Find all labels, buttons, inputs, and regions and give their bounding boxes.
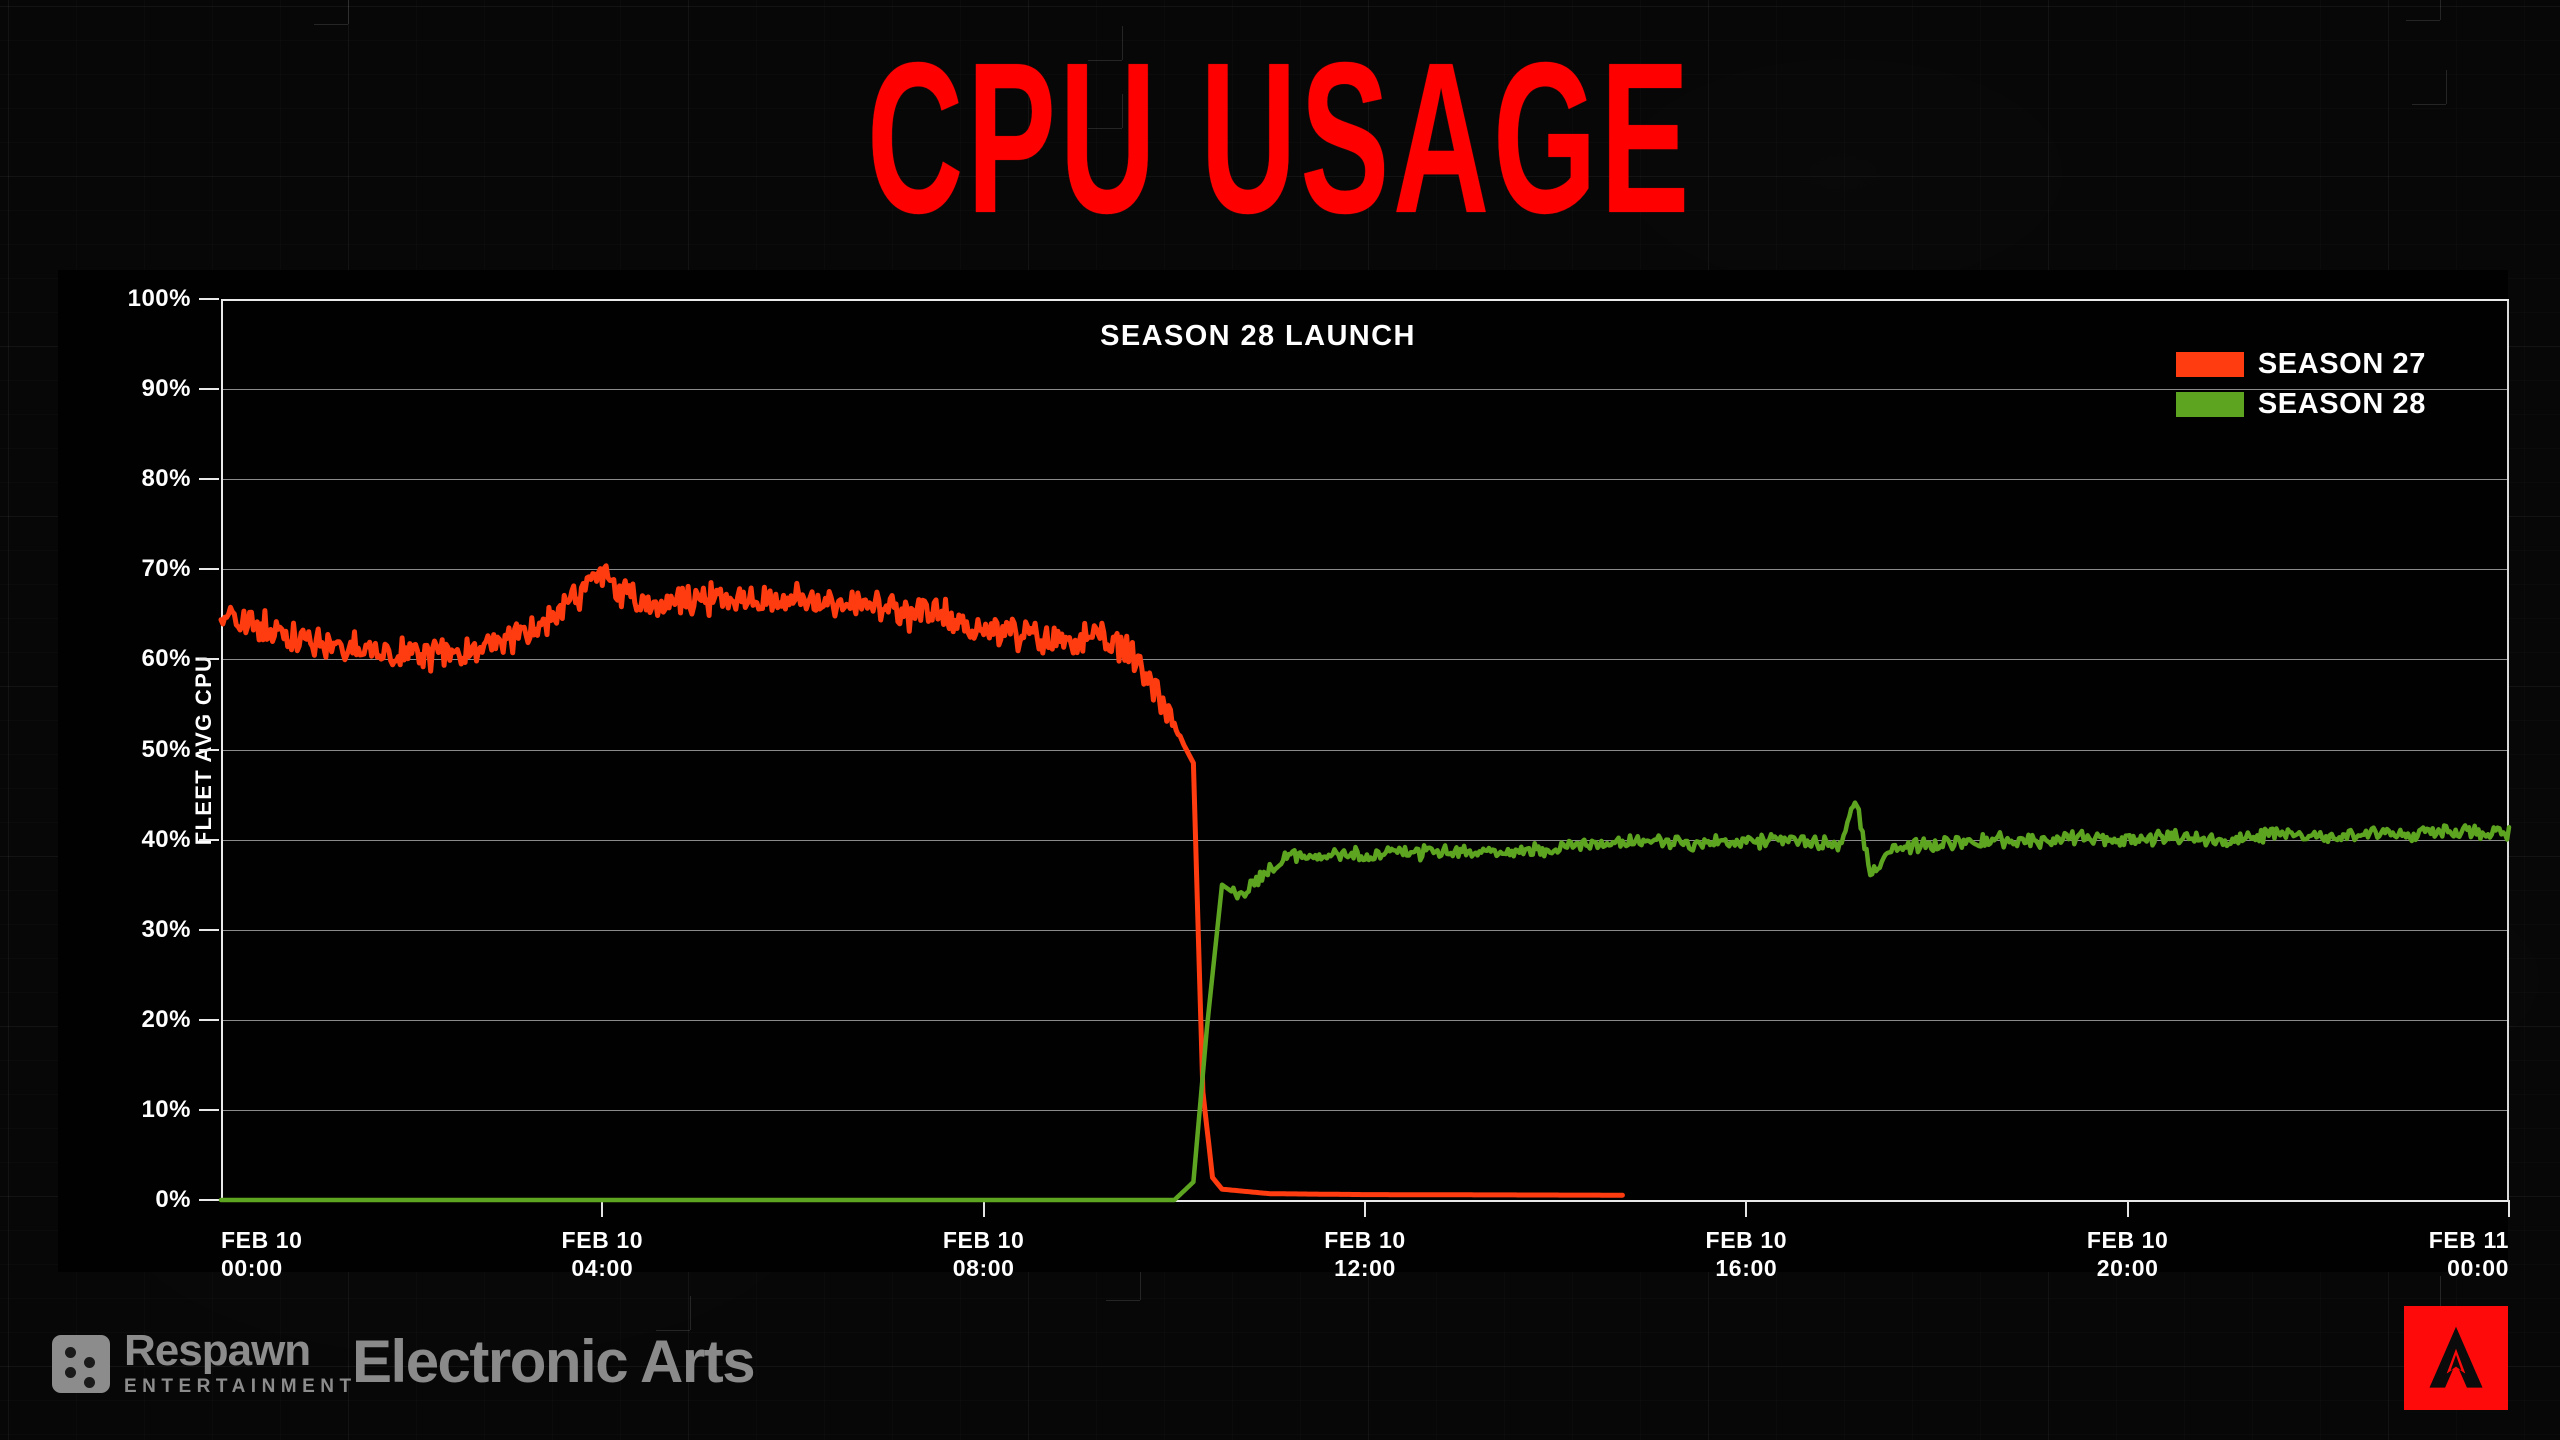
plot-area: FLEET AVG CPU 0% 10% 20% 30% 40% 50% 60% 70% 80%…: [128, 285, 2509, 1281]
y-tick-80: [199, 478, 219, 481]
electronic-arts-wordmark: Electronic Arts: [352, 1328, 756, 1395]
x-tick-time: 00:00: [2447, 1255, 2509, 1282]
gridline-10: [221, 1109, 2509, 1111]
footer: Respawn ENTERTAINMENT Electronic Arts: [0, 1272, 2560, 1440]
x-tick-date: FEB 10: [2086, 1227, 2169, 1253]
series-lines: [221, 299, 2509, 1200]
gridline-50: [221, 749, 2509, 751]
y-tick-10: [199, 1108, 219, 1111]
y-tick-label-30: 30%: [141, 915, 191, 943]
x-tick-label-5: FEB 10 20:00: [2087, 1226, 2169, 1282]
apex-legends-logo-icon: [2404, 1306, 2508, 1410]
x-tick-2: [982, 1200, 985, 1217]
x-tick-time: 12:00: [1334, 1255, 1396, 1282]
chart-title: SEASON 28 LAUNCH: [1100, 320, 1416, 352]
x-tick-date: FEB 10: [1324, 1227, 1406, 1253]
y-tick-label-50: 50%: [141, 735, 191, 763]
x-tick-4: [1745, 1200, 1748, 1217]
y-tick-70: [199, 568, 219, 571]
respawn-die-icon: [52, 1334, 110, 1393]
x-tick-3: [1364, 1200, 1366, 1217]
y-tick-label-10: 10%: [141, 1095, 191, 1123]
y-tick-20: [199, 1018, 219, 1021]
x-tick-label-0: FEB 10 00:00: [221, 1226, 303, 1282]
gridline-70: [221, 569, 2509, 571]
y-tick-label-80: 80%: [141, 465, 191, 493]
chart-panel: SEASON 28 LAUNCH SEASON 27 SEASON 28 FLEE…: [58, 270, 2509, 1281]
legend-swatch-green: [2175, 391, 2244, 417]
y-tick-label-100: 100%: [127, 285, 191, 312]
y-tick-40: [199, 838, 219, 841]
x-tick-label-1: FEB 10 04:00: [562, 1226, 644, 1282]
x-tick-1: [601, 1200, 604, 1217]
y-tick-label-20: 20%: [141, 1005, 191, 1033]
x-tick-time: 08:00: [952, 1255, 1015, 1282]
chart-legend: SEASON 27 SEASON 28: [2175, 344, 2426, 424]
legend-item-1[interactable]: SEASON 27: [2175, 344, 2426, 384]
y-tick-label-70: 70%: [141, 555, 191, 583]
x-tick-date: FEB 10: [942, 1227, 1025, 1253]
series-line-season-28: [221, 803, 2509, 1200]
y-tick-label-40: 40%: [141, 825, 191, 853]
x-tick-date: FEB 10: [221, 1227, 303, 1253]
legend-item-2[interactable]: SEASON 28: [2175, 384, 2426, 424]
gridline-80: [221, 479, 2509, 481]
x-tick-date: FEB 10: [561, 1227, 644, 1253]
gridline-90: [221, 389, 2509, 391]
header: CPU USAGE: [0, 0, 2560, 268]
x-tick-5: [2126, 1200, 2129, 1217]
x-tick-date: FEB 10: [1705, 1227, 1788, 1253]
gridline-20: [221, 1019, 2509, 1021]
respawn-wordmark: Respawn: [124, 1325, 311, 1375]
x-tick-label-2: FEB 10 08:00: [943, 1226, 1025, 1282]
y-tick-0: [199, 1199, 219, 1201]
gridline-30: [221, 929, 2509, 931]
page-title: CPU USAGE: [867, 17, 1693, 258]
gridline-100: [221, 299, 2509, 301]
legend-item-label: SEASON 27: [2257, 347, 2426, 380]
y-tick-label-60: 60%: [141, 645, 191, 673]
gridline-40: [221, 839, 2509, 841]
x-tick-time: 20:00: [2096, 1255, 2159, 1282]
x-tick-6: [2508, 1200, 2510, 1217]
respawn-logo: Respawn ENTERTAINMENT: [52, 1325, 357, 1398]
y-tick-30: [199, 928, 219, 931]
y-tick-100: [199, 298, 219, 300]
y-tick-50: [199, 748, 219, 751]
x-tick-time: 00:00: [221, 1255, 283, 1282]
x-tick-time: 04:00: [571, 1255, 634, 1282]
legend-item-label: SEASON 28: [2257, 387, 2426, 420]
legend-swatch-orange: [2175, 351, 2244, 377]
x-tick-label-3: FEB 10 12:00: [1324, 1226, 1406, 1282]
y-tick-label-0: 0%: [155, 1186, 191, 1213]
gridline-60: [221, 659, 2509, 661]
y-tick-60: [199, 658, 219, 661]
x-tick-label-4: FEB 10 16:00: [1706, 1226, 1788, 1282]
y-tick-label-90: 90%: [141, 375, 191, 403]
x-tick-label-6: FEB 11 00:00: [2429, 1226, 2509, 1282]
respawn-subtitle: ENTERTAINMENT: [124, 1376, 357, 1397]
y-tick-90: [199, 388, 219, 391]
x-tick-date: FEB 11: [2428, 1227, 2509, 1253]
series-line-season-27: [221, 566, 1622, 1195]
x-tick-time: 16:00: [1715, 1255, 1778, 1282]
